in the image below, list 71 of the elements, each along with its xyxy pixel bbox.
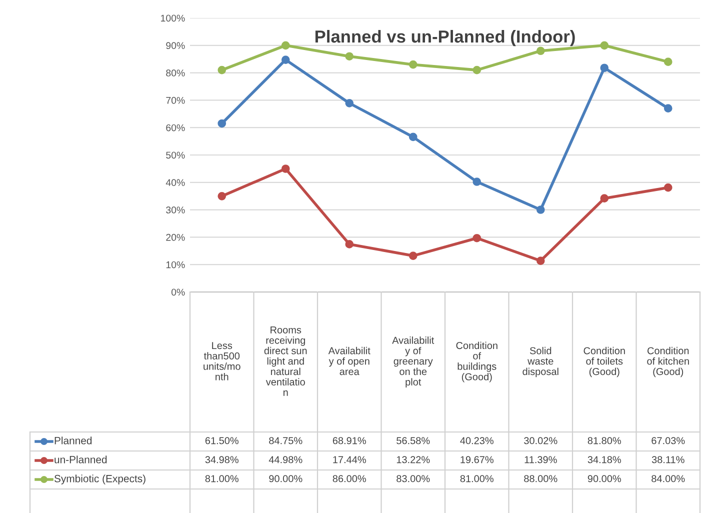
data-label: 86.00% — [332, 475, 366, 482]
data-label: 81.00% — [205, 475, 238, 482]
point — [600, 41, 609, 50]
point — [664, 58, 672, 66]
y-tick-label: 80% — [166, 70, 185, 76]
point — [408, 132, 418, 142]
y-tick-label: 30% — [166, 206, 185, 214]
point — [536, 256, 545, 265]
y-tick-label: 100% — [161, 14, 185, 22]
data-label: 40.23% — [460, 437, 494, 444]
point — [281, 56, 290, 64]
data-label: 56.58% — [396, 437, 430, 444]
data-label: 30.02% — [524, 437, 558, 444]
point — [218, 119, 226, 128]
y-tick-label: 90% — [166, 42, 185, 50]
data-label: 83.00% — [396, 475, 430, 482]
point — [408, 60, 418, 69]
point — [281, 164, 290, 173]
point — [345, 240, 354, 248]
point — [472, 234, 482, 242]
legend-label: Symbiotic (Expects) — [54, 474, 146, 484]
data-label: 19.67% — [460, 456, 494, 464]
y-tick-label: 0% — [171, 288, 185, 296]
point — [218, 192, 226, 200]
data-label: 67.03% — [652, 437, 685, 444]
point — [345, 99, 354, 108]
data-label: 11.39% — [524, 456, 557, 464]
y-tick-label: 40% — [166, 179, 185, 186]
data-label: 34.18% — [588, 456, 621, 464]
y-tick-label: 50% — [166, 152, 185, 159]
point — [472, 178, 482, 186]
point — [408, 252, 418, 260]
data-label: 68.91% — [332, 437, 366, 444]
x-tick-label: Condition of toilets (Good) — [584, 346, 625, 378]
data-label: 17.44% — [333, 456, 366, 464]
data-label: 34.98% — [205, 456, 238, 464]
x-tick-label: Availabilit y of greenary on the plot — [392, 336, 434, 388]
legend-label: Planned — [54, 436, 92, 444]
text: Planned vs un-Planned (Indoor) — [315, 30, 575, 46]
point — [536, 206, 545, 214]
y-tick-label: 70% — [166, 96, 185, 104]
data-label: 81.80% — [588, 437, 621, 444]
data-label: 84.75% — [269, 437, 302, 444]
data-label: 44.98% — [268, 456, 302, 464]
data-label: 84.00% — [652, 475, 685, 482]
data-label: 90.00% — [588, 475, 621, 482]
data-label: 81.00% — [460, 475, 494, 482]
data-label: 61.50% — [205, 437, 238, 444]
legend-label: un-Planned — [54, 456, 107, 464]
x-tick-label: Condition of buildings (Good) — [456, 342, 498, 382]
x-tick-label: Less than500 units/mo nth — [204, 342, 240, 380]
y-tick-label: 60% — [166, 124, 185, 132]
x-tick-label: Availabilit y of open area — [328, 346, 370, 376]
point — [472, 66, 482, 74]
data-label: 88.00% — [524, 475, 558, 482]
point — [281, 41, 290, 50]
data-label: 38.11% — [652, 456, 684, 464]
point — [664, 104, 672, 113]
y-tick-label: 10% — [166, 261, 185, 268]
x-tick-label: Solid waste disposal — [522, 346, 558, 378]
y-tick-label: 20% — [166, 234, 185, 241]
point — [600, 194, 609, 203]
point — [664, 183, 672, 192]
point — [600, 64, 609, 72]
point — [218, 66, 226, 74]
point — [345, 52, 354, 61]
point — [536, 46, 545, 56]
x-tick-label: Rooms receiving direct sun light and natural ventilatio n — [264, 326, 307, 396]
data-label: 90.00% — [269, 475, 302, 482]
x-tick-label: Condition of kitchen (Good) — [647, 346, 689, 378]
data-label: 13.22% — [396, 456, 430, 464]
